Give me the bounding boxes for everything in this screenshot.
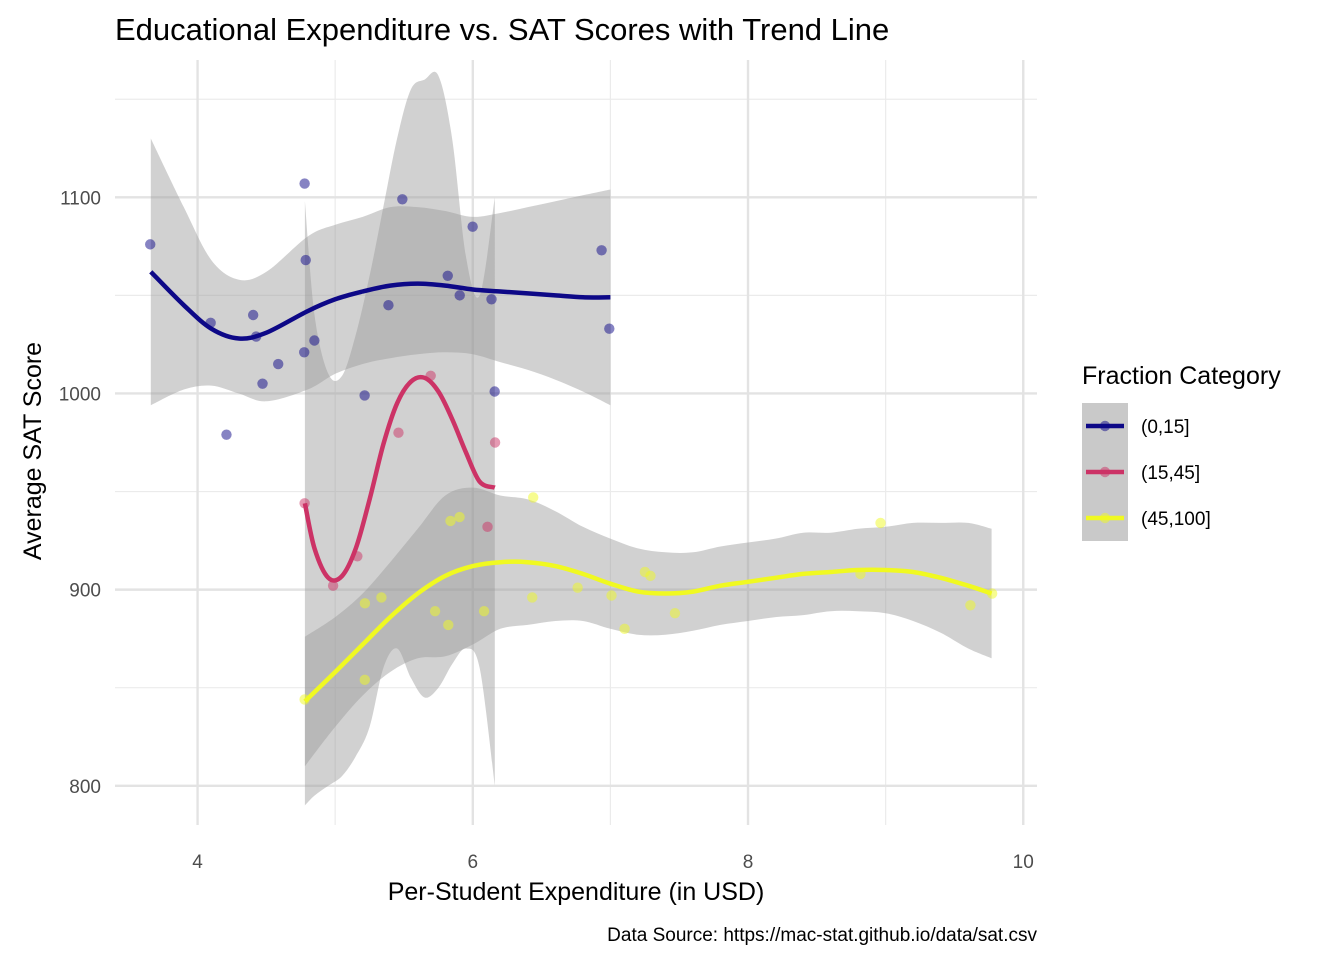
data-point — [359, 390, 370, 401]
data-point — [299, 347, 310, 358]
y-tick-label: 1100 — [60, 188, 101, 209]
legend-items: (0,15] (15,45] (45,100] — [1082, 403, 1211, 541]
trend-line — [303, 559, 993, 704]
legend-label: (15,45] — [1141, 463, 1200, 484]
data-point — [299, 178, 310, 189]
data-point — [604, 323, 615, 334]
trend-line — [149, 270, 611, 341]
data-point — [645, 570, 656, 582]
data-point — [359, 674, 370, 686]
data-point — [875, 517, 886, 529]
data-point — [965, 600, 976, 611]
data-point — [257, 378, 268, 389]
confidence-ribbon — [150, 138, 611, 406]
x-axis-ticks: 4 6 8 10 — [192, 852, 1034, 873]
data-point — [454, 511, 465, 523]
x-tick-label: 8 — [743, 852, 754, 873]
data-point — [247, 309, 259, 321]
y-tick-label: 800 — [69, 777, 101, 798]
legend: Fraction Category (0,15] (15,45] (45,100] — [1082, 362, 1281, 541]
data-point — [221, 429, 232, 440]
data-point — [443, 619, 454, 631]
data-point — [528, 492, 539, 503]
data-point — [327, 580, 339, 591]
x-tick-label: 4 — [192, 852, 203, 873]
data-point — [596, 245, 607, 256]
y-axis-label: Average SAT Score — [19, 342, 47, 560]
data-point — [445, 515, 456, 527]
data-point — [393, 427, 404, 438]
x-tick-label: 10 — [1013, 852, 1034, 873]
data-point — [442, 270, 453, 281]
data-point — [376, 592, 387, 603]
data-point — [527, 592, 538, 603]
data-point — [467, 221, 478, 232]
chart-title: Educational Expenditure vs. SAT Scores w… — [115, 12, 889, 47]
data-point — [669, 607, 681, 619]
data-point — [478, 605, 490, 617]
legend-key-point — [1099, 420, 1111, 432]
data-point — [145, 239, 156, 250]
legend-title: Fraction Category — [1082, 362, 1281, 390]
data-source-caption: Data Source: https://mac-stat.github.io/… — [607, 925, 1037, 946]
x-tick-label: 6 — [468, 852, 479, 873]
data-point — [572, 582, 583, 593]
y-tick-label: 1000 — [59, 384, 101, 405]
legend-key-point — [1099, 466, 1111, 478]
trend-line — [302, 374, 496, 583]
legend-label: (45,100] — [1141, 509, 1211, 530]
y-tick-label: 900 — [69, 581, 101, 602]
data-point — [383, 299, 394, 311]
data-point — [273, 358, 284, 370]
major-gridlines — [115, 60, 1037, 825]
data-point — [359, 598, 371, 609]
y-axis-ticks: 800 900 1000 1100 — [59, 188, 101, 797]
legend-label: (0,15] — [1141, 417, 1190, 438]
trend-lines — [149, 270, 993, 704]
data-point — [606, 590, 617, 601]
data-point — [300, 254, 311, 266]
data-point — [397, 194, 408, 205]
data-point — [309, 335, 320, 346]
confidence-ribbon — [304, 487, 992, 767]
data-point — [489, 437, 501, 448]
data-point — [454, 290, 465, 301]
data-point — [482, 521, 493, 533]
x-axis-label: Per-Student Expenditure (in USD) — [388, 878, 765, 906]
data-point — [429, 605, 441, 617]
data-point — [486, 294, 497, 305]
data-point — [619, 623, 630, 635]
legend-key-point — [1099, 512, 1111, 524]
data-point — [489, 386, 500, 397]
